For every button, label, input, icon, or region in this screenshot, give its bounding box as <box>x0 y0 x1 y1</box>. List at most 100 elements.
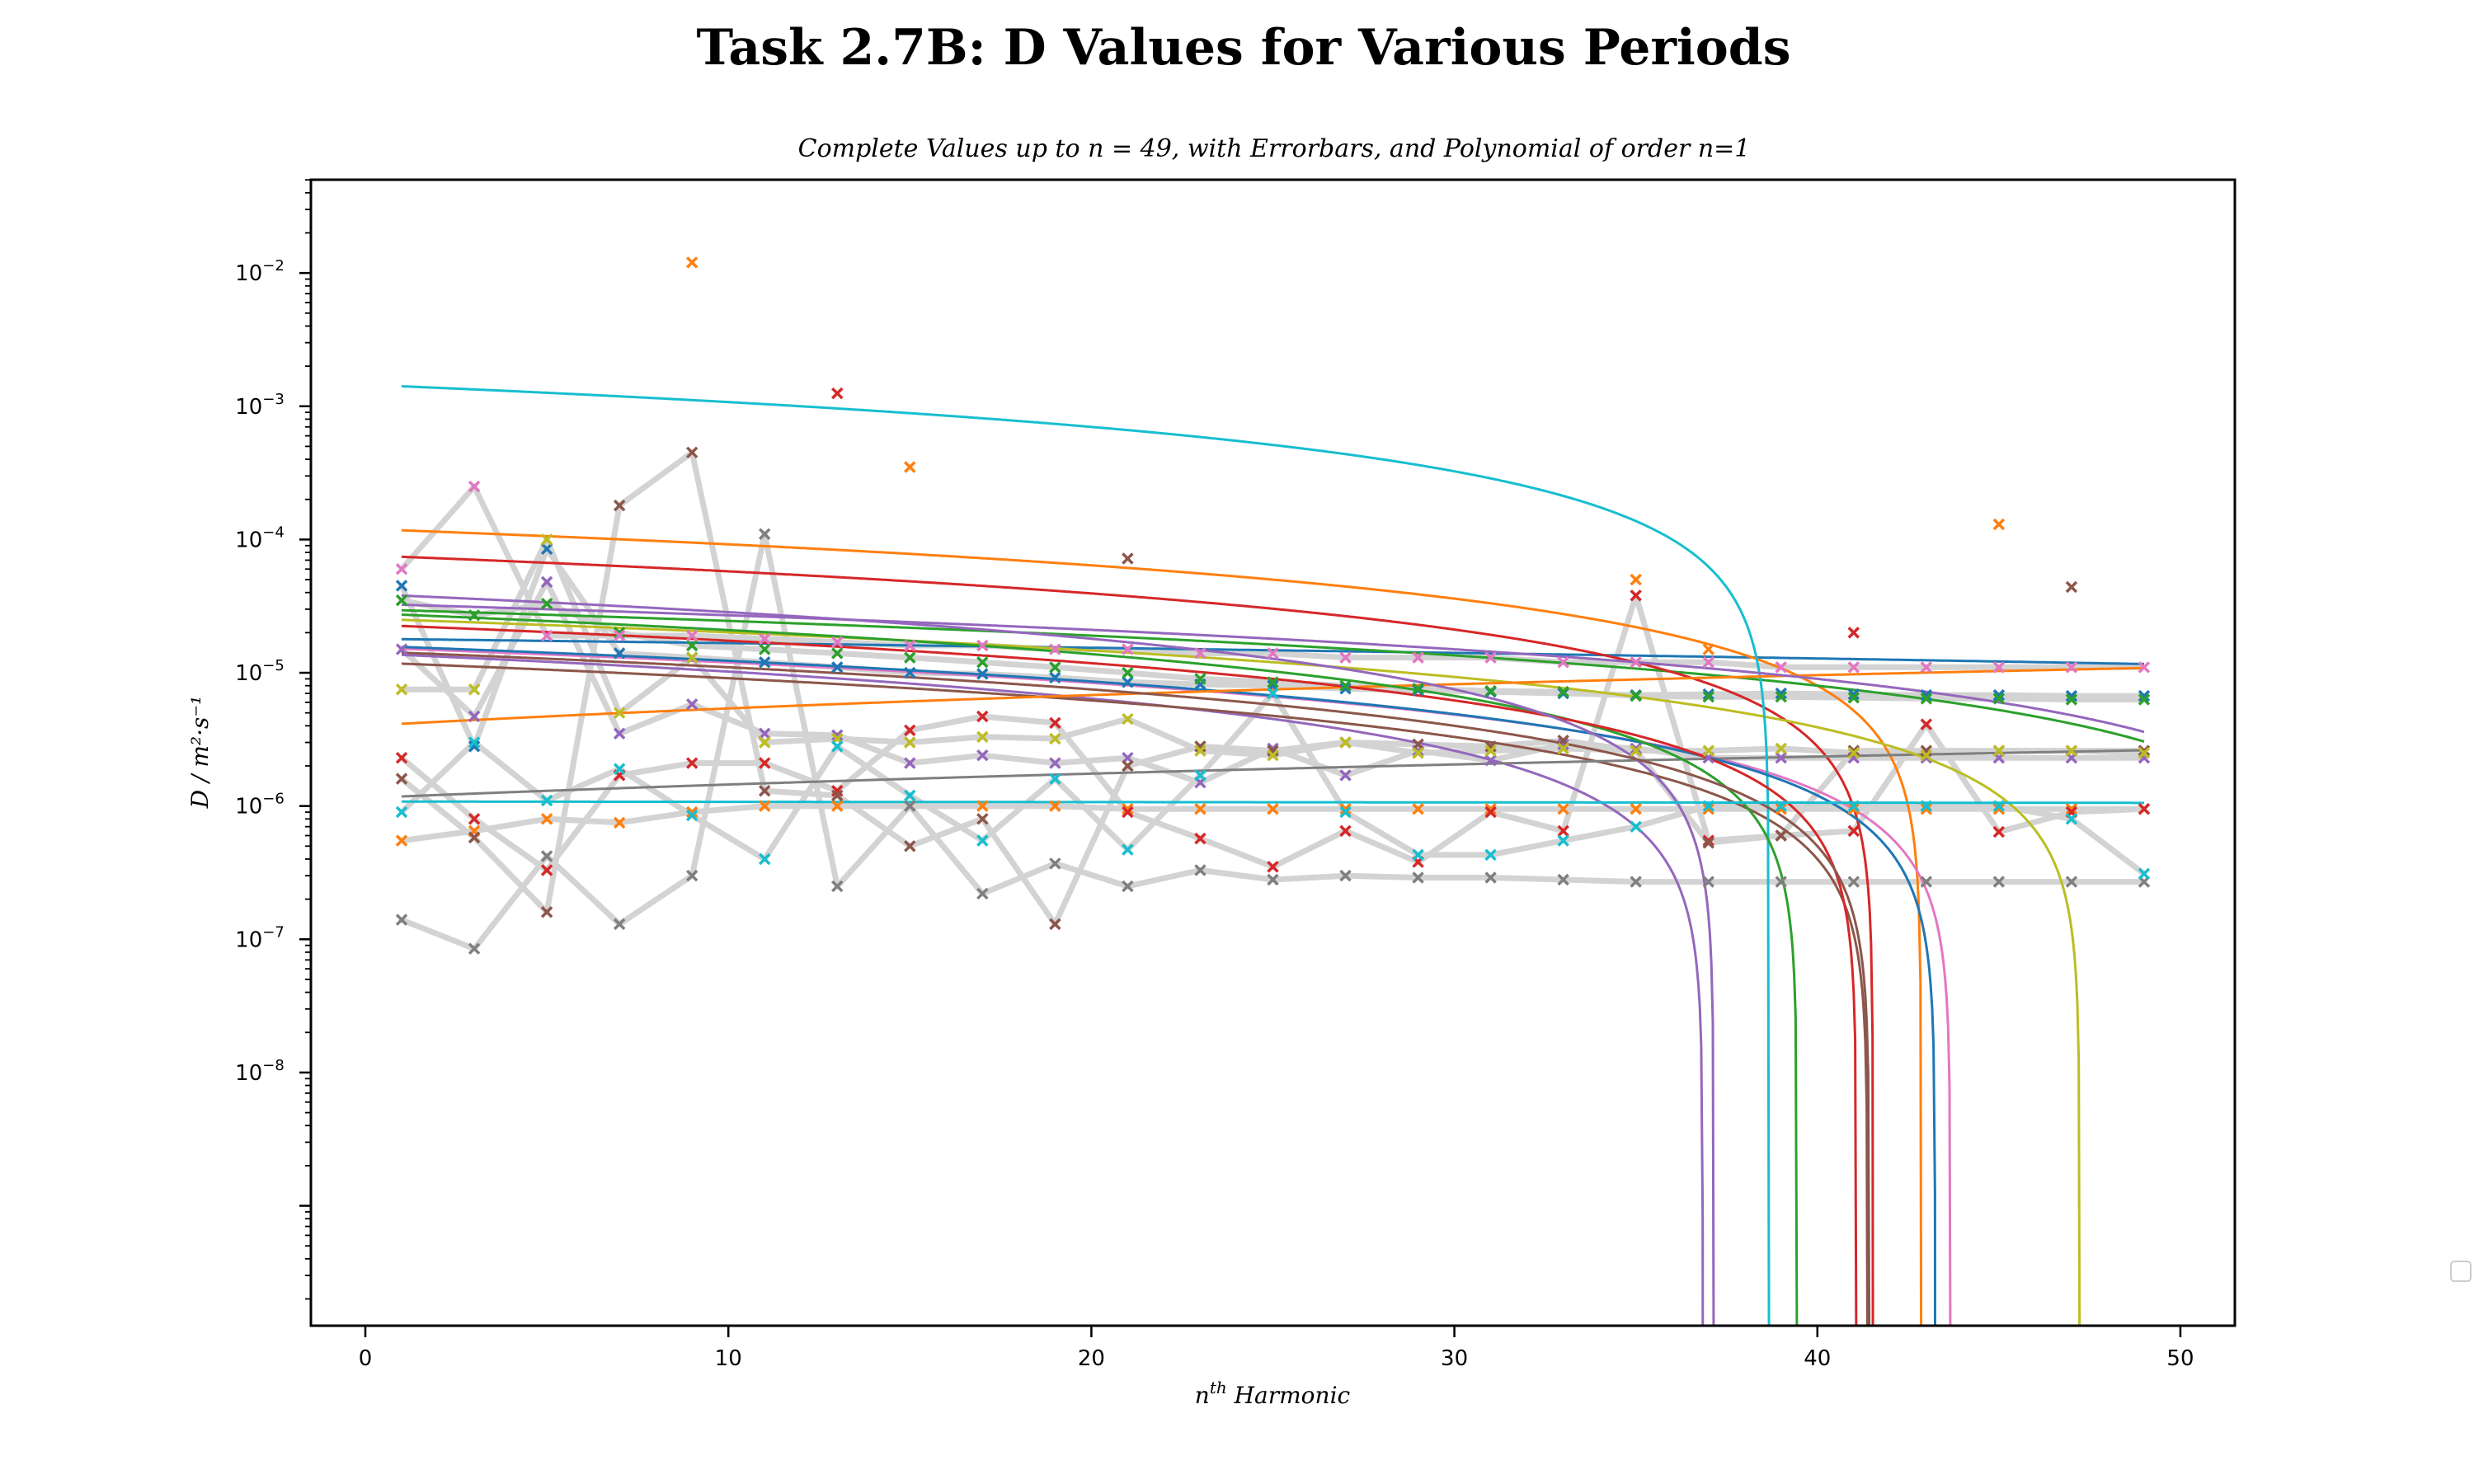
x-axis-label: nth Harmonic <box>1195 1378 1351 1409</box>
data-point <box>395 913 408 926</box>
data-point <box>1122 880 1134 893</box>
data-line-8 <box>402 536 2145 758</box>
chart-title: Task 2.7B: D Values for Various Periods <box>696 19 1790 77</box>
data-point <box>2065 803 2078 815</box>
fit-curve-extra-6 <box>402 651 1871 1326</box>
data-point <box>758 800 771 812</box>
data-point <box>758 528 771 540</box>
data-point <box>1557 685 1569 698</box>
data-point <box>976 730 989 744</box>
data-point <box>831 661 844 674</box>
data-point <box>904 461 916 473</box>
data-point <box>613 763 626 775</box>
x-tick-label: 40 <box>1804 1346 1831 1371</box>
data-point <box>1992 661 2006 674</box>
data-point <box>540 850 553 862</box>
data-point <box>1920 749 1933 762</box>
data-point <box>1847 747 1860 759</box>
data-point <box>976 749 989 762</box>
data-point <box>1702 834 1714 847</box>
data-point <box>831 789 844 802</box>
y-tick-label: 10−2 <box>235 257 285 286</box>
data-point <box>976 813 989 825</box>
data-point <box>1484 740 1497 753</box>
data-point <box>2138 693 2151 706</box>
legend-box <box>2450 1261 2472 1282</box>
data-point <box>540 533 553 546</box>
data-point <box>1775 742 1788 755</box>
data-point <box>758 655 771 669</box>
data-point <box>1847 692 1860 704</box>
data-point <box>685 256 698 269</box>
data-point <box>613 816 626 829</box>
data-point <box>1847 824 1860 838</box>
data-point <box>1702 836 1714 849</box>
data-point <box>1557 834 1569 847</box>
data-point <box>1049 773 1061 785</box>
data-point <box>1339 679 1352 692</box>
data-point <box>1049 800 1061 812</box>
data-point <box>685 639 698 652</box>
data-point <box>904 800 916 812</box>
data-point <box>1122 552 1134 565</box>
fit-curve-0 <box>402 637 2144 665</box>
data-point <box>831 647 844 660</box>
data-point <box>1992 800 2006 812</box>
data-point <box>904 757 916 769</box>
data-point <box>685 651 698 664</box>
data-point <box>1992 688 2006 702</box>
data-point <box>1267 687 1279 700</box>
data-point <box>1557 803 1569 815</box>
data-point <box>2138 744 2151 757</box>
x-tick-label: 30 <box>1441 1346 1468 1371</box>
data-point <box>613 499 626 512</box>
data-point <box>1267 749 1279 762</box>
data-point <box>1412 871 1424 884</box>
data-point <box>1775 876 1788 888</box>
data-point <box>1049 716 1061 730</box>
data-point <box>1267 676 1279 688</box>
data-point <box>685 809 698 822</box>
data-point <box>1194 647 1206 660</box>
data-point <box>1484 871 1497 884</box>
data-point <box>904 840 916 852</box>
data-point <box>540 629 553 642</box>
data-point <box>904 651 916 664</box>
fit-curve-4 <box>401 653 1705 1326</box>
data-point <box>395 751 408 764</box>
data-point <box>1992 518 2006 531</box>
data-point <box>1847 688 1860 701</box>
data-point <box>1122 759 1134 773</box>
data-point <box>1484 744 1497 757</box>
data-point <box>1194 864 1206 876</box>
data-point <box>1630 689 1642 702</box>
data-point <box>1122 803 1134 815</box>
data-point <box>540 906 553 918</box>
data-point <box>758 784 771 797</box>
data-point <box>1847 661 1860 674</box>
data-point <box>1484 803 1497 815</box>
data-point <box>395 594 408 607</box>
y-tick-label: 10−5 <box>235 657 285 686</box>
data-point <box>758 757 771 769</box>
data-point <box>1702 690 1714 703</box>
data-point <box>2138 661 2151 674</box>
fit-curve-extra-5 <box>401 603 2145 734</box>
data-point <box>1557 742 1569 755</box>
data-point <box>1992 803 2006 815</box>
data-point <box>1992 693 2006 705</box>
data-point <box>613 707 626 719</box>
data-point <box>1339 803 1352 815</box>
data-point <box>1847 800 1860 812</box>
data-point <box>1412 803 1424 815</box>
data-point <box>395 834 408 847</box>
data-point <box>468 710 481 723</box>
data-point <box>1992 825 2006 838</box>
data-point <box>1630 820 1642 833</box>
data-point <box>904 736 916 749</box>
data-point <box>1484 805 1497 819</box>
data-point <box>1920 718 1933 730</box>
data-point <box>1992 876 2006 888</box>
data-point <box>1775 690 1788 703</box>
data-point <box>1702 655 1714 669</box>
